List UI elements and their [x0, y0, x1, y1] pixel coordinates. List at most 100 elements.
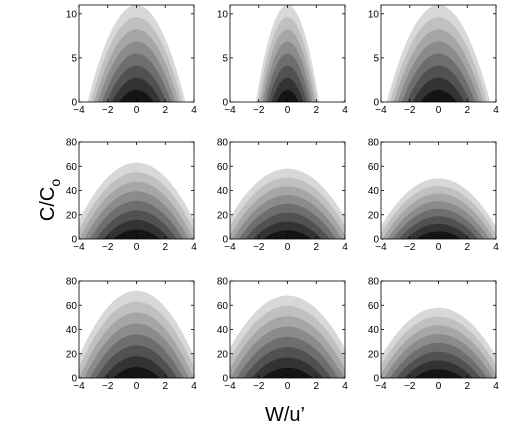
x-tick-label: −4 [375, 242, 387, 253]
y-axis-label-subscript: o [47, 179, 63, 187]
y-tick-label: 5 [373, 53, 379, 64]
y-tick-label: 60 [66, 162, 78, 173]
y-axis-label-group: C/Co [37, 179, 63, 221]
y-tick-label: 0 [373, 235, 379, 246]
plot-area [230, 168, 345, 239]
x-tick-label: 0 [285, 242, 291, 253]
density-band-2 [412, 77, 465, 102]
y-tick-label: 0 [222, 98, 228, 109]
y-tick-label: 0 [373, 374, 379, 385]
y-tick-label: 20 [66, 210, 78, 221]
density-band-2 [271, 77, 304, 102]
x-tick-label: −2 [102, 381, 114, 392]
x-tick-label: 0 [436, 242, 442, 253]
density-band-1 [420, 89, 457, 102]
x-tick-label: 0 [134, 242, 140, 253]
y-tick-label: 40 [217, 325, 229, 336]
y-tick-label: 40 [66, 325, 78, 336]
density-band-1 [276, 89, 299, 102]
plot-area [79, 290, 194, 378]
plot-area [87, 5, 186, 102]
density-band-1 [415, 231, 462, 239]
density-band-1 [263, 230, 312, 239]
x-tick-label: −4 [73, 381, 85, 392]
x-tick-label: 0 [436, 105, 442, 116]
panel-r1-c2: −4 −2 0 2 4 0 5 10 [217, 4, 348, 116]
y-tick-label: 5 [222, 53, 228, 64]
y-tick-label: 0 [222, 235, 228, 246]
x-tick-label: 2 [162, 242, 168, 253]
density-band-2 [112, 77, 161, 102]
x-tick-label: −4 [375, 105, 387, 116]
plot-area [230, 295, 345, 378]
x-tick-label: 2 [464, 381, 470, 392]
svg-text:C/Co: C/Co [37, 179, 63, 221]
x-tick-label: −2 [102, 105, 114, 116]
y-tick-label: 20 [368, 349, 380, 360]
x-tick-label: 0 [134, 105, 140, 116]
x-tick-label: 4 [342, 381, 348, 392]
x-tick-label: 2 [162, 105, 168, 116]
y-tick-label: 5 [71, 53, 77, 64]
y-tick-label: 80 [66, 277, 78, 288]
density-band-1 [414, 369, 463, 378]
y-tick-label: 10 [66, 9, 78, 20]
x-tick-label: −4 [224, 242, 236, 253]
x-tick-label: −2 [404, 381, 416, 392]
y-tick-label: 10 [217, 9, 229, 20]
x-tick-label: −4 [73, 105, 85, 116]
y-tick-label: 20 [368, 210, 380, 221]
x-tick-label: 2 [464, 242, 470, 253]
x-tick-label: −4 [375, 381, 387, 392]
x-tick-label: 0 [285, 381, 291, 392]
x-tick-label: 2 [162, 381, 168, 392]
x-tick-label: 4 [493, 242, 499, 253]
panel-r1-c3: −4 −2 0 2 4 0 5 10 [368, 4, 499, 116]
x-tick-label: 0 [285, 105, 291, 116]
x-tick-label: 4 [191, 242, 197, 253]
x-tick-label: 4 [493, 381, 499, 392]
x-tick-label: −2 [253, 105, 265, 116]
x-tick-label: 4 [191, 105, 197, 116]
y-tick-label: 60 [217, 301, 229, 312]
y-tick-label: 80 [66, 138, 78, 149]
x-tick-label: −2 [404, 242, 416, 253]
x-axis-label: W/u’ [265, 404, 305, 426]
y-tick-label: 0 [71, 374, 77, 385]
x-tick-label: 0 [134, 381, 140, 392]
density-band-1 [119, 89, 154, 102]
x-tick-label: 2 [313, 105, 319, 116]
y-tick-label: 20 [217, 210, 229, 221]
y-tick-label: 10 [368, 9, 380, 20]
x-tick-label: 4 [191, 381, 197, 392]
density-band-1 [113, 229, 160, 239]
y-tick-label: 40 [66, 186, 78, 197]
y-tick-label: 20 [66, 349, 78, 360]
y-tick-label: 20 [217, 349, 229, 360]
panel-r1-c1: −4 −2 0 2 4 0 5 10 [66, 4, 197, 116]
x-tick-label: 4 [493, 105, 499, 116]
y-tick-label: 80 [368, 277, 380, 288]
x-tick-label: 0 [436, 381, 442, 392]
x-tick-label: −4 [73, 242, 85, 253]
x-tick-label: 2 [464, 105, 470, 116]
y-axis-label: C/C [37, 187, 59, 221]
x-tick-label: −2 [253, 381, 265, 392]
y-tick-label: 60 [368, 162, 380, 173]
x-tick-label: 4 [342, 105, 348, 116]
density-band-1 [113, 367, 160, 378]
plot-area [255, 5, 320, 102]
y-tick-label: 0 [222, 374, 228, 385]
y-tick-label: 40 [368, 325, 380, 336]
x-tick-label: 2 [313, 242, 319, 253]
x-tick-label: 2 [313, 381, 319, 392]
x-tick-label: −4 [224, 105, 236, 116]
plot-area [381, 178, 496, 239]
plot-area [386, 5, 491, 102]
